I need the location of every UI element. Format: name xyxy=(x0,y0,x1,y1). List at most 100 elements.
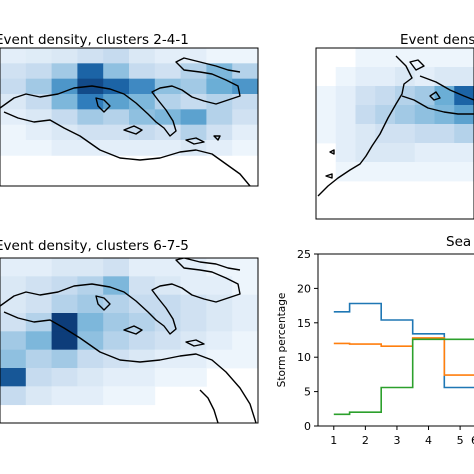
heatmap-cell xyxy=(180,276,207,296)
x-tick-label: 2 xyxy=(362,434,369,447)
heatmap-cell xyxy=(154,258,181,277)
heatmap-cell xyxy=(0,368,27,387)
panel-top-left: Event density, clusters 2-4-1 xyxy=(0,32,259,187)
heatmap-cell xyxy=(180,294,207,314)
heatmap-cell xyxy=(335,105,356,125)
heatmap-cell xyxy=(51,124,78,141)
heatmap-cell xyxy=(316,105,337,125)
heatmap-cell xyxy=(0,349,27,369)
heatmap-cell xyxy=(51,78,78,95)
heatmap-cell xyxy=(232,331,258,351)
heatmap-cell xyxy=(414,48,435,68)
heatmap-cell xyxy=(316,86,337,106)
heatmap-cell xyxy=(206,331,233,351)
heatmap-top-right xyxy=(316,48,474,182)
heatmap-cell xyxy=(51,258,78,277)
heatmap-cell xyxy=(395,162,416,182)
heatmap-cell xyxy=(232,124,258,141)
heatmap-cell xyxy=(51,48,78,64)
heatmap-cell xyxy=(232,349,258,369)
heatmap-cell xyxy=(395,86,416,106)
coastline-bottom-left xyxy=(0,258,257,423)
heatmap-cell xyxy=(129,109,156,126)
heatmap-cell xyxy=(316,124,337,144)
series-lines xyxy=(333,302,474,416)
y-tick-label: 0 xyxy=(304,420,311,433)
heatmap-cell xyxy=(154,331,181,351)
heatmap-cell xyxy=(25,140,52,156)
heatmap-cell xyxy=(355,67,376,87)
x-tick-label: 6 xyxy=(471,434,474,447)
heatmap-cell xyxy=(206,94,233,110)
heatmap-cell xyxy=(103,140,130,156)
heatmap-cell xyxy=(25,78,52,95)
heatmap-cell xyxy=(103,368,130,387)
panel-bottom-left: Event density, clusters 6-7-5 xyxy=(0,238,259,424)
heatmap-cell xyxy=(129,48,156,64)
heatmap-cell xyxy=(232,258,258,277)
heatmap-cell xyxy=(414,162,435,182)
heatmap-cell xyxy=(0,276,27,296)
heatmap-cell xyxy=(232,140,258,156)
heatmap-cell xyxy=(25,294,52,314)
heatmap-cell xyxy=(414,67,435,87)
heatmap-cell xyxy=(154,313,181,332)
heatmap-cell xyxy=(51,94,78,110)
heatmap-cell xyxy=(395,67,416,87)
heatmap-cell xyxy=(103,386,130,406)
heatmap-cell xyxy=(154,63,181,80)
heatmap-cell xyxy=(180,124,207,141)
heatmap-cell xyxy=(206,276,233,296)
heatmap-cell xyxy=(232,109,258,126)
heatmap-cell xyxy=(375,48,396,68)
heatmap-cell xyxy=(434,143,455,163)
heatmap-cell xyxy=(129,331,156,351)
heatmap-cell xyxy=(77,349,104,369)
heatmap-cell xyxy=(180,94,207,110)
heatmap-cell xyxy=(375,162,396,182)
heatmap-cell xyxy=(129,124,156,141)
heatmap-cell xyxy=(25,48,52,64)
heatmap-cell xyxy=(395,105,416,125)
heatmap-cell xyxy=(355,86,376,106)
heatmap-cell xyxy=(232,276,258,296)
heatmap-cell xyxy=(335,143,356,163)
heatmap-cell xyxy=(232,63,258,80)
heatmap-cell xyxy=(454,162,474,182)
heatmap-cell xyxy=(434,67,455,87)
heatmap-cell xyxy=(129,78,156,95)
heatmap-cell xyxy=(454,143,474,163)
heatmap-cell xyxy=(77,109,104,126)
heatmap-cell xyxy=(129,276,156,296)
axes-frame-bottom-right xyxy=(317,253,474,427)
heatmap-cell xyxy=(0,258,27,277)
heatmap-cell xyxy=(103,331,130,351)
heatmap-cell xyxy=(51,313,78,332)
heatmap-cell xyxy=(103,109,130,126)
heatmap-cell xyxy=(129,63,156,80)
heatmap-cell xyxy=(0,78,27,95)
heatmap-cell xyxy=(154,140,181,156)
heatmap-cell xyxy=(0,48,27,64)
heatmap-cell xyxy=(51,368,78,387)
heatmap-cell xyxy=(154,109,181,126)
heatmap-cell xyxy=(0,331,27,351)
heatmap-cell xyxy=(180,313,207,332)
heatmap-cell xyxy=(375,124,396,144)
heatmap-cell xyxy=(434,124,455,144)
heatmap-cell xyxy=(77,313,104,332)
heatmap-cell xyxy=(51,63,78,80)
heatmap-cell xyxy=(77,124,104,141)
heatmap-cell xyxy=(0,140,27,156)
heatmap-cell xyxy=(51,349,78,369)
heatmap-cell xyxy=(77,258,104,277)
heatmap-cell xyxy=(51,140,78,156)
panel-title-top-left: Event density, clusters 2-4-1 xyxy=(0,32,189,48)
panel-title-top-right: Event density xyxy=(400,32,474,48)
heatmap-cell xyxy=(206,349,233,369)
heatmap-cell xyxy=(25,368,52,387)
heatmap-cell xyxy=(77,48,104,64)
heatmap-cell xyxy=(103,313,130,332)
heatmap-cell xyxy=(77,276,104,296)
